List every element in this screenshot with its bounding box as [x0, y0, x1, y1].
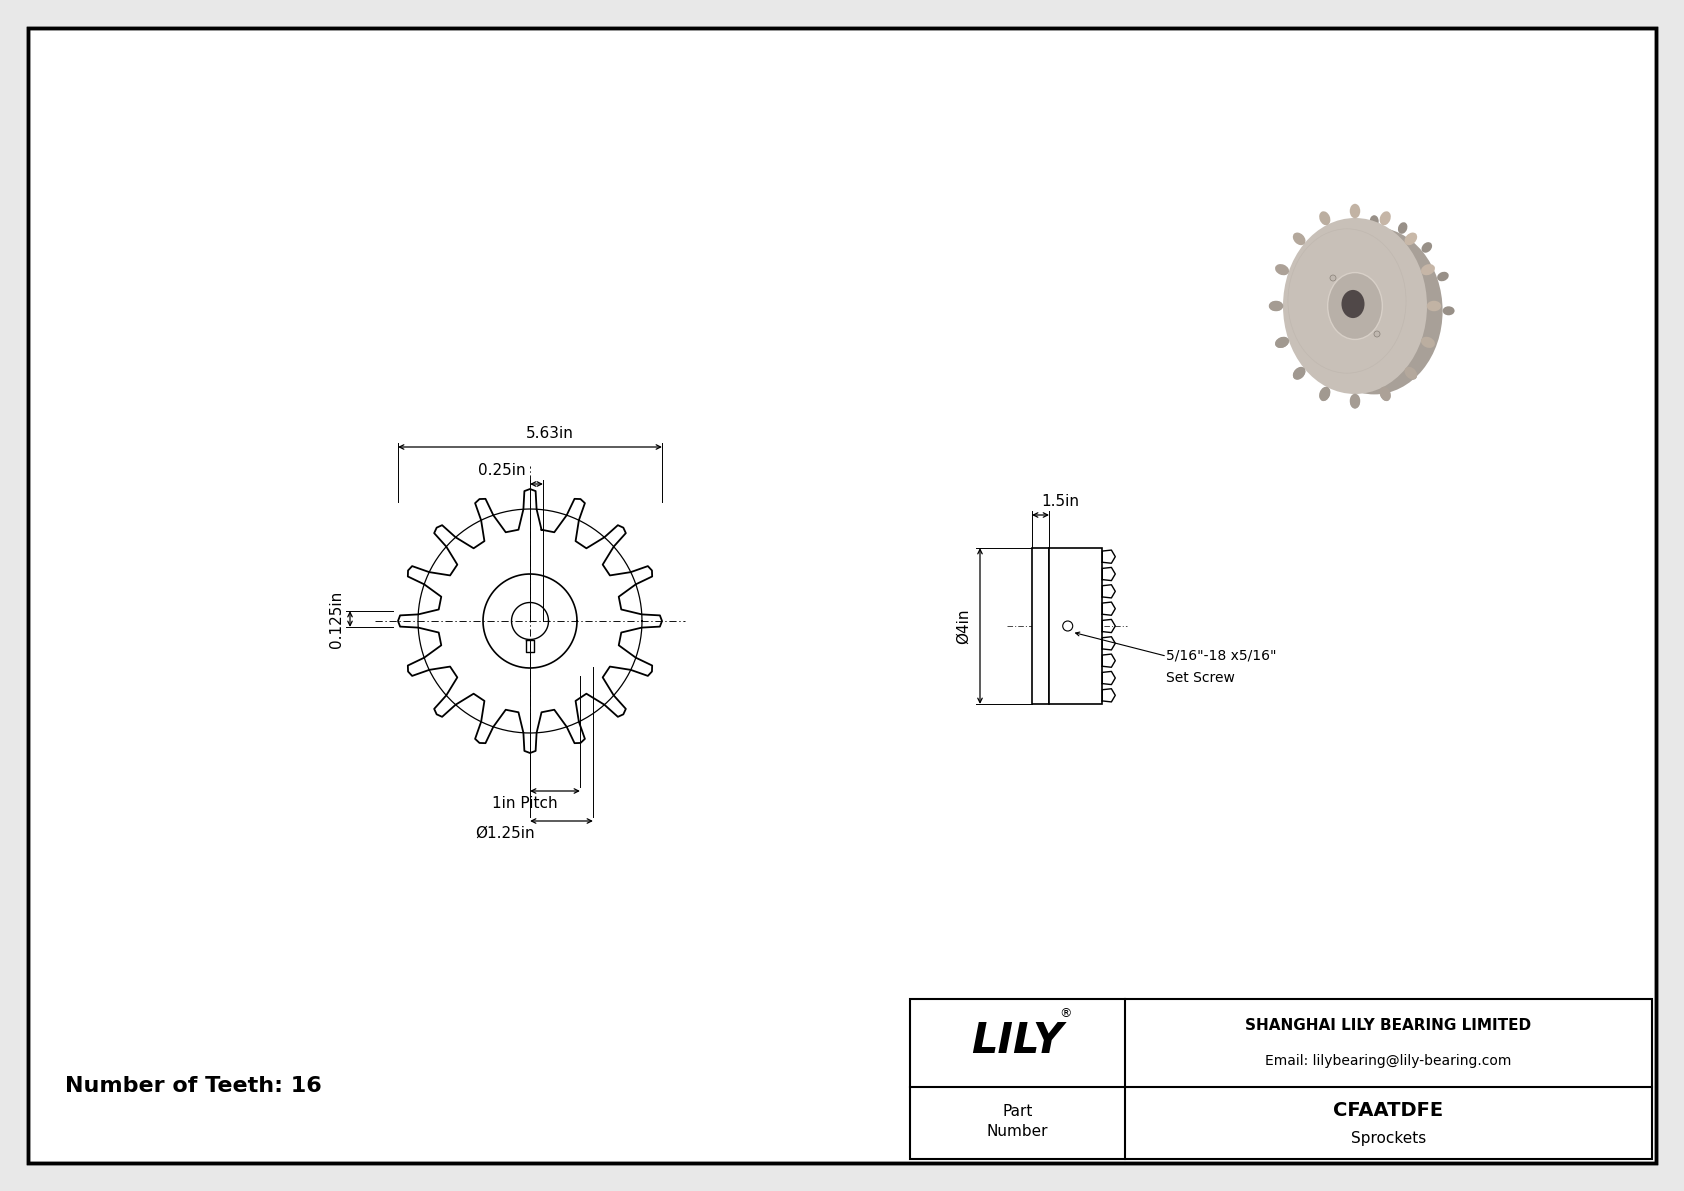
Ellipse shape: [1300, 272, 1312, 281]
Ellipse shape: [1369, 216, 1379, 227]
Ellipse shape: [1421, 242, 1431, 252]
Text: Set Screw: Set Screw: [1167, 671, 1234, 685]
Ellipse shape: [1421, 264, 1435, 275]
Ellipse shape: [1379, 387, 1391, 400]
Ellipse shape: [1319, 211, 1330, 225]
Ellipse shape: [1398, 223, 1408, 233]
Text: Email: lilybearing@lily-bearing.com: Email: lilybearing@lily-bearing.com: [1265, 1054, 1512, 1067]
Text: Part
Number: Part Number: [987, 1104, 1047, 1139]
FancyBboxPatch shape: [1349, 268, 1379, 344]
Text: LILY: LILY: [972, 1021, 1064, 1062]
Ellipse shape: [1421, 337, 1435, 348]
Ellipse shape: [1300, 341, 1312, 350]
Ellipse shape: [1293, 306, 1305, 316]
Text: ®: ®: [1059, 1006, 1071, 1019]
Ellipse shape: [1379, 211, 1391, 225]
Text: 0.125in: 0.125in: [328, 591, 344, 648]
Text: Ø4in: Ø4in: [957, 609, 972, 644]
Ellipse shape: [1426, 301, 1442, 311]
Text: SHANGHAI LILY BEARING LIMITED: SHANGHAI LILY BEARING LIMITED: [1246, 1018, 1531, 1033]
Circle shape: [1374, 331, 1379, 337]
Text: 1.5in: 1.5in: [1041, 494, 1079, 509]
Text: Ø1.25in: Ø1.25in: [475, 827, 534, 841]
Ellipse shape: [1351, 394, 1361, 409]
Bar: [909, 999, 1652, 1159]
Ellipse shape: [1404, 232, 1418, 245]
Ellipse shape: [1283, 218, 1426, 394]
Ellipse shape: [1351, 204, 1361, 218]
Ellipse shape: [1404, 368, 1416, 380]
Ellipse shape: [1270, 301, 1283, 311]
Ellipse shape: [1275, 264, 1288, 275]
Ellipse shape: [1443, 306, 1455, 316]
Ellipse shape: [1379, 388, 1391, 401]
Ellipse shape: [1426, 301, 1442, 311]
Ellipse shape: [1293, 367, 1305, 380]
Ellipse shape: [1268, 301, 1283, 311]
Bar: [1049, 548, 1103, 704]
Bar: [1032, 548, 1049, 704]
Ellipse shape: [1342, 289, 1364, 318]
Text: 1in Pitch: 1in Pitch: [492, 796, 557, 811]
Ellipse shape: [1351, 394, 1361, 409]
Ellipse shape: [1340, 223, 1351, 233]
Ellipse shape: [1421, 337, 1435, 348]
Circle shape: [1330, 275, 1335, 281]
Text: 5/16"-18 x5/16": 5/16"-18 x5/16": [1167, 649, 1276, 662]
Ellipse shape: [1275, 337, 1288, 348]
Text: CFAATDFE: CFAATDFE: [1334, 1100, 1443, 1120]
Ellipse shape: [1319, 387, 1330, 400]
Ellipse shape: [1327, 273, 1383, 339]
Text: Sprockets: Sprockets: [1351, 1131, 1426, 1147]
Ellipse shape: [1293, 232, 1305, 245]
Circle shape: [1063, 621, 1073, 631]
Ellipse shape: [1275, 337, 1288, 348]
Ellipse shape: [1305, 227, 1443, 394]
Text: 5.63in: 5.63in: [525, 426, 574, 441]
Ellipse shape: [1317, 242, 1327, 252]
Ellipse shape: [1320, 388, 1330, 401]
Ellipse shape: [1436, 272, 1448, 281]
Ellipse shape: [1404, 367, 1418, 380]
Ellipse shape: [1293, 368, 1305, 380]
Text: Number of Teeth: 16: Number of Teeth: 16: [66, 1075, 322, 1096]
Text: 0.25in: 0.25in: [478, 463, 525, 478]
